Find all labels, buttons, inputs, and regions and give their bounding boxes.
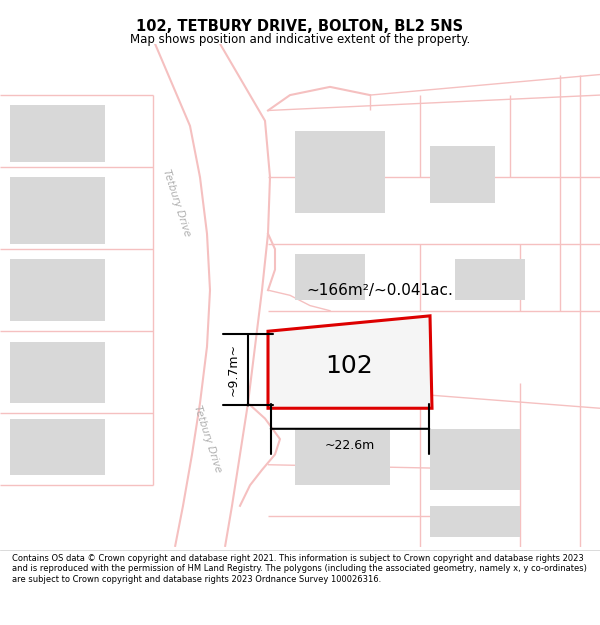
Text: ~22.6m: ~22.6m — [325, 439, 375, 452]
Bar — [10, 106, 105, 162]
Bar — [295, 131, 385, 213]
Bar — [10, 259, 105, 321]
Text: ~166m²/~0.041ac.: ~166m²/~0.041ac. — [307, 282, 454, 298]
Bar — [10, 177, 105, 244]
Polygon shape — [155, 44, 270, 547]
Text: Map shows position and indicative extent of the property.: Map shows position and indicative extent… — [130, 33, 470, 46]
Bar — [10, 341, 105, 403]
Text: 102: 102 — [326, 354, 373, 378]
Text: Tetbury Drive: Tetbury Drive — [161, 168, 193, 238]
Text: ~9.7m~: ~9.7m~ — [227, 343, 240, 396]
Bar — [430, 429, 520, 491]
Bar — [430, 506, 520, 537]
Bar — [10, 419, 105, 475]
Text: 102, TETBURY DRIVE, BOLTON, BL2 5NS: 102, TETBURY DRIVE, BOLTON, BL2 5NS — [136, 19, 464, 34]
Text: Tetbury Drive: Tetbury Drive — [193, 404, 224, 474]
Bar — [295, 254, 365, 301]
Polygon shape — [268, 316, 432, 408]
Text: Contains OS data © Crown copyright and database right 2021. This information is : Contains OS data © Crown copyright and d… — [12, 554, 587, 584]
Bar — [455, 259, 525, 301]
Bar — [295, 429, 390, 485]
Bar — [430, 146, 495, 203]
